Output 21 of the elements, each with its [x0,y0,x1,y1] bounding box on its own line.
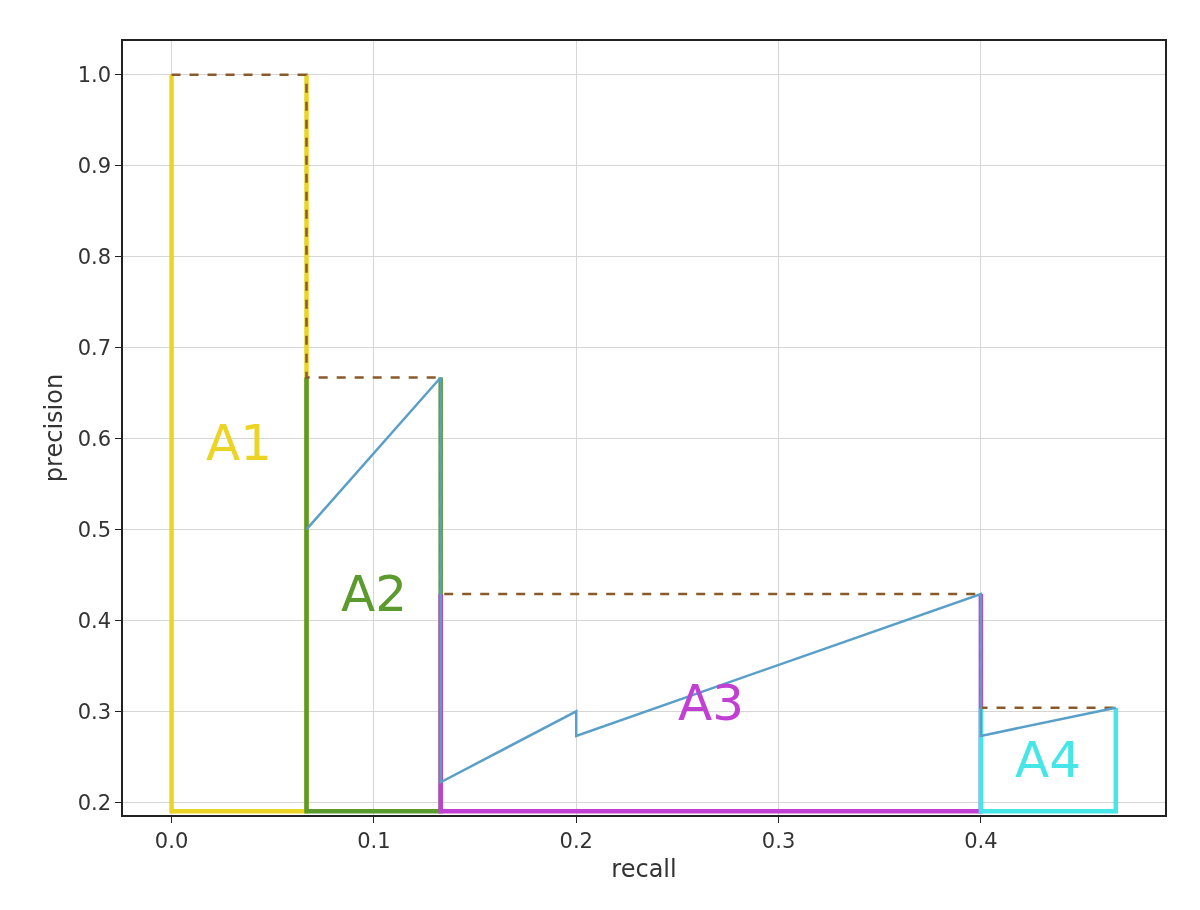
y-tick-label: 0.7 [77,335,112,360]
y-tick-label: 0.3 [77,699,112,724]
y-tick-label: 0.9 [77,153,112,178]
series-label: A3 [678,674,745,732]
x-tick-label: 0.1 [357,828,391,853]
y-axis-title: precision [40,373,69,483]
x-tick-label: 0.3 [761,828,796,853]
x-axis-title: recall [611,854,677,883]
y-tick-label: 0.4 [77,608,112,633]
x-tick-label: 0.4 [964,828,998,853]
y-tick-label: 0.8 [77,244,112,269]
line-series [305,376,1118,784]
y-tick-label: 0.2 [77,790,112,815]
series-label: A4 [1015,731,1082,789]
y-tick-label: 1.0 [77,63,112,87]
x-tick-label: 0.2 [559,828,593,853]
series-label: A2 [341,565,408,623]
y-tick-label: 0.5 [77,517,112,542]
y-tick-label: 0.6 [77,426,112,451]
x-tick-label: 0.0 [154,828,189,853]
series-label: A1 [206,414,273,472]
